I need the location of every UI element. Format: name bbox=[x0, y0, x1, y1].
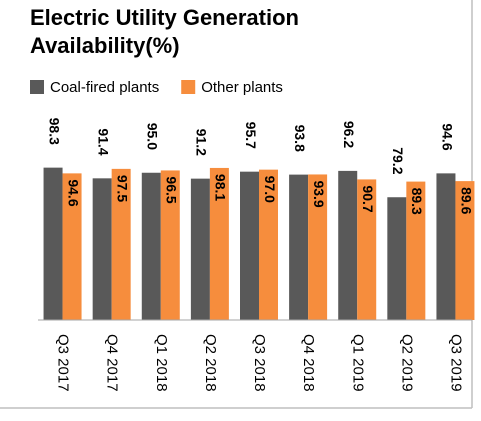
x-tick-label: Q3 2019 bbox=[447, 334, 464, 392]
data-label: 91.2 bbox=[194, 129, 210, 156]
data-label: 95.7 bbox=[243, 122, 259, 149]
data-label: 79.2 bbox=[390, 147, 406, 174]
data-label: 96.2 bbox=[341, 121, 357, 148]
x-tick-label: Q4 2018 bbox=[300, 334, 317, 392]
x-tick-label: Q3 2017 bbox=[55, 334, 72, 392]
bar bbox=[209, 167, 229, 320]
bar bbox=[43, 167, 63, 320]
chart-title: Availability(%) bbox=[30, 33, 180, 58]
data-label: 93.9 bbox=[311, 180, 327, 207]
bar bbox=[111, 168, 131, 320]
data-label: 98.3 bbox=[46, 118, 62, 145]
x-tick-label: Q4 2017 bbox=[104, 334, 121, 392]
bar bbox=[387, 197, 407, 320]
data-label: 94.6 bbox=[439, 123, 455, 150]
x-tick-label: Q2 2019 bbox=[398, 334, 415, 392]
x-tick-label: Q1 2019 bbox=[349, 334, 366, 392]
legend-swatch bbox=[30, 80, 44, 94]
legend-label: Coal-fired plants bbox=[50, 79, 159, 96]
bar bbox=[455, 181, 475, 320]
bar bbox=[338, 170, 358, 320]
bar bbox=[160, 170, 180, 320]
bar bbox=[92, 178, 112, 320]
data-label: 89.3 bbox=[409, 188, 425, 215]
x-tick-label: Q1 2018 bbox=[153, 334, 170, 392]
x-tick-label: Q3 2018 bbox=[251, 334, 268, 392]
bar bbox=[240, 171, 259, 320]
bar bbox=[406, 181, 426, 320]
chart-title: Electric Utility Generation bbox=[30, 5, 299, 30]
data-label: 96.5 bbox=[164, 176, 180, 203]
bar bbox=[289, 174, 309, 320]
data-label: 91.4 bbox=[95, 128, 111, 155]
bar bbox=[436, 173, 456, 320]
data-label: 93.8 bbox=[292, 125, 308, 152]
bar bbox=[141, 172, 161, 320]
data-label: 89.6 bbox=[458, 187, 474, 214]
bar bbox=[259, 169, 278, 320]
x-tick-label: Q2 2018 bbox=[202, 334, 219, 392]
bar bbox=[62, 173, 82, 320]
bar bbox=[357, 179, 377, 320]
data-label: 94.6 bbox=[65, 179, 81, 206]
legend-swatch bbox=[181, 80, 196, 94]
bar bbox=[308, 174, 328, 320]
data-label: 98.1 bbox=[213, 174, 229, 201]
legend-label: Other plants bbox=[201, 79, 283, 96]
data-label: 90.7 bbox=[360, 185, 376, 212]
data-label: 97.5 bbox=[114, 175, 130, 202]
bar bbox=[190, 178, 210, 320]
data-label: 97.0 bbox=[262, 176, 278, 203]
data-label: 95.0 bbox=[145, 123, 161, 150]
